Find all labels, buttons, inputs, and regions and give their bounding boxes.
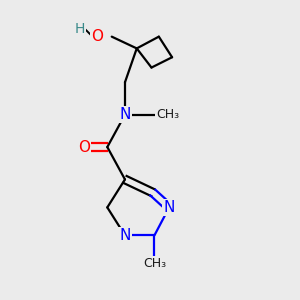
- Text: CH₃: CH₃: [156, 108, 179, 121]
- Text: N: N: [119, 228, 131, 243]
- Text: N: N: [164, 200, 175, 215]
- Text: N: N: [119, 107, 131, 122]
- Text: O: O: [91, 29, 103, 44]
- Text: O: O: [78, 140, 90, 154]
- Text: CH₃: CH₃: [143, 257, 166, 270]
- Text: H: H: [74, 22, 85, 36]
